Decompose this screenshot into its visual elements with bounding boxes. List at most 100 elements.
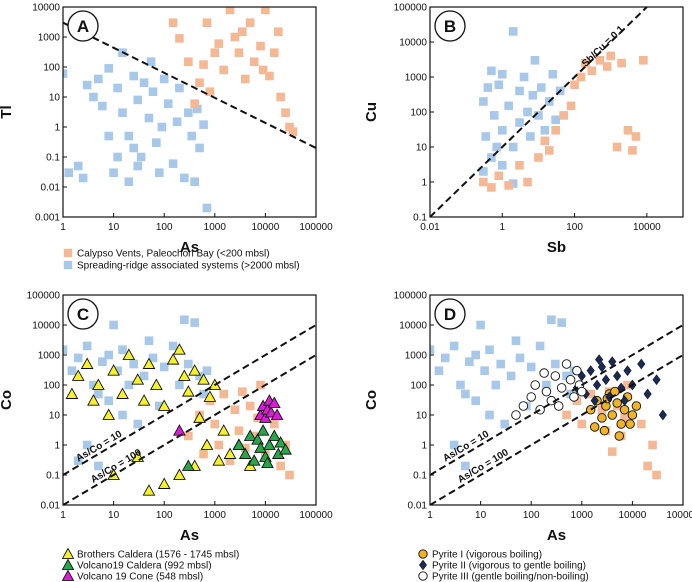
point-triangle — [71, 369, 85, 381]
x-tick-label: 1000 — [571, 510, 594, 521]
panel-b-points — [479, 27, 648, 192]
point-square — [471, 350, 480, 360]
point-square — [652, 470, 661, 480]
panel-b-ratio-line-1 — [430, 7, 648, 217]
x-tick-label: 0.01 — [420, 222, 440, 233]
y-tick-label: 0.001 — [35, 213, 60, 224]
point-triangle — [267, 396, 281, 408]
point-diamond — [601, 374, 610, 386]
point-triangle — [116, 387, 129, 399]
point-square — [249, 431, 259, 441]
point-triangle — [80, 357, 94, 369]
panel-d-ratio-line-1 — [430, 324, 683, 476]
x-tick-label: 100 — [156, 510, 173, 521]
y-tick-label: 10 — [416, 411, 428, 422]
panel-c: 1 10 100 1000 10000 100000 0.01 0.1 1 10 100 1000 10… — [0, 291, 333, 545]
point-square — [219, 65, 229, 75]
point-square — [496, 359, 506, 369]
point-square — [559, 111, 568, 120]
point-triangle — [173, 343, 186, 355]
point-square — [540, 136, 550, 146]
x-tick-label: 100000 — [299, 510, 333, 521]
point-triangle — [177, 369, 191, 381]
point-square — [202, 18, 212, 27]
x-tick-label: 1000 — [204, 510, 227, 521]
y-tick-label: 10 — [416, 143, 428, 154]
point-square — [89, 92, 98, 102]
y-tick-label: 1 — [421, 441, 427, 452]
x-tick-label: 100 — [566, 222, 583, 233]
point-triangle — [102, 408, 116, 420]
legend-label: Pyrite I (vigorous boiling) — [432, 550, 542, 561]
point-square — [163, 99, 173, 108]
point-triangle — [188, 364, 202, 376]
panel-d-x-axis-title: As — [547, 527, 566, 544]
point-square — [205, 87, 215, 97]
point-circle — [631, 401, 642, 411]
legend-label: Calypso Vents, Paleochori Bay (<200 mbsl… — [77, 249, 270, 260]
point-square — [274, 27, 283, 37]
point-square — [545, 146, 554, 155]
y-tick-label: 10000 — [32, 3, 60, 14]
point-square — [534, 153, 543, 162]
point-square — [184, 108, 193, 117]
point-square — [139, 371, 149, 381]
point-diamond — [623, 365, 632, 377]
point-square — [148, 353, 158, 363]
point-square — [489, 111, 499, 120]
point-square — [648, 440, 657, 450]
point-square — [187, 131, 197, 141]
point-square — [480, 366, 489, 375]
point-diamond — [643, 388, 652, 400]
point-square — [129, 143, 139, 153]
point-square — [572, 396, 582, 405]
x-tick-label: 1 — [60, 222, 66, 233]
point-square — [430, 345, 435, 355]
x-tick-label: 100 — [156, 222, 173, 233]
x-tick-label: 10000 — [633, 222, 661, 233]
point-square — [285, 122, 294, 132]
x-tick-label: 10000 — [251, 222, 279, 233]
point-square — [540, 126, 550, 135]
point-circle — [627, 410, 638, 420]
point-square — [485, 345, 494, 355]
point-square — [214, 440, 224, 450]
point-square — [465, 357, 474, 366]
x-tick-label: 100000 — [299, 222, 333, 233]
point-triangle — [65, 387, 79, 399]
panel-d-y-axis-title: Co — [363, 390, 380, 410]
legend-bottom-right: Pyrite I (vigorous boiling)Pyrite II (vi… — [418, 549, 589, 582]
point-square — [288, 127, 298, 136]
y-tick-label: 0.1 — [413, 471, 427, 482]
point-square — [270, 48, 279, 57]
point-square — [461, 461, 470, 471]
point-circle — [577, 386, 587, 397]
point-circle — [541, 386, 552, 397]
y-tick-label: 1 — [54, 441, 60, 452]
legend-label: Pyrite II (vigorous to gentle boiling) — [432, 561, 586, 572]
point-circle — [614, 431, 625, 441]
point-square — [523, 107, 532, 117]
point-square — [195, 371, 204, 381]
point-square — [240, 74, 250, 84]
panel-d-label-circle — [434, 298, 466, 330]
panel-b-x-axis-title: Sb — [547, 239, 566, 256]
point-square — [542, 380, 551, 390]
point-square — [195, 78, 204, 87]
point-square — [109, 320, 118, 330]
legend-bottom-left: Brothers Caldera (1576 - 1745 mbsl)Volca… — [61, 547, 239, 582]
point-square — [606, 51, 616, 61]
point-square — [172, 117, 182, 127]
legend-item: Brothers Caldera (1576 - 1745 mbsl) — [61, 547, 239, 561]
legend-top: Calypso Vents, Paleochori Bay (<200 mbsl… — [63, 249, 300, 272]
point-square — [82, 341, 92, 351]
point-square — [548, 69, 558, 79]
point-square — [73, 456, 83, 465]
point-square — [623, 126, 633, 135]
point-square — [449, 341, 459, 351]
point-square — [566, 101, 576, 111]
point-square — [515, 161, 524, 170]
point-triangle — [107, 364, 120, 376]
point-circle — [569, 392, 579, 402]
point-diamond — [605, 391, 614, 403]
